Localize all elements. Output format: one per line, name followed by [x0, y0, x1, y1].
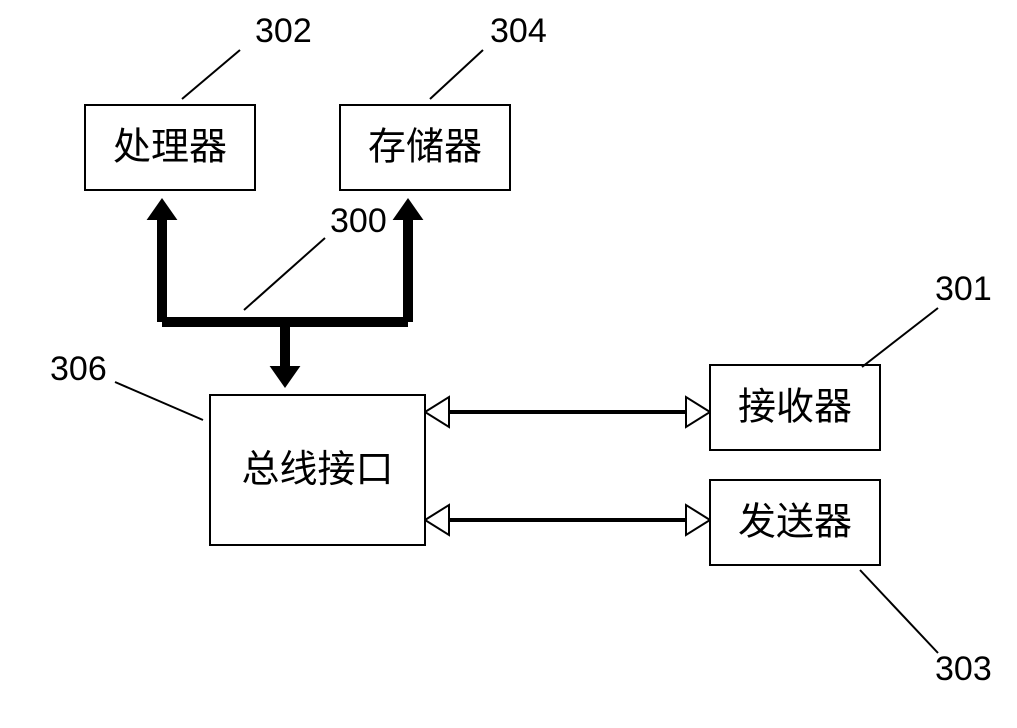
ref-label-r304: 304 — [490, 12, 547, 50]
ref-label-r300: 300 — [330, 202, 387, 240]
ref-label-r303: 303 — [935, 650, 992, 688]
leader-r303 — [860, 570, 938, 653]
link-bus-transmitter-head-left — [425, 505, 449, 535]
node-memory-label: 存储器 — [368, 127, 482, 169]
leader-r302 — [182, 50, 240, 99]
ref-label-r306: 306 — [50, 350, 107, 388]
link-bus-receiver-head-right — [686, 397, 710, 427]
leader-r301 — [862, 308, 938, 367]
bus-to-processor-arrowhead — [147, 198, 178, 220]
leader-r306 — [115, 382, 203, 420]
node-transmitter-label: 发送器 — [738, 502, 852, 544]
leader-r304 — [430, 50, 483, 99]
leader-r300 — [244, 238, 325, 310]
node-receiver-label: 接收器 — [738, 387, 852, 429]
ref-label-r302: 302 — [255, 12, 312, 50]
link-bus-transmitter-head-right — [686, 505, 710, 535]
link-bus-receiver-head-left — [425, 397, 449, 427]
bus-to-busif-arrowhead — [270, 366, 301, 388]
node-processor-label: 处理器 — [113, 127, 227, 169]
ref-label-r301: 301 — [935, 270, 992, 308]
bus-to-memory-arrowhead — [393, 198, 424, 220]
node-bus_if-label: 总线接口 — [241, 449, 393, 491]
